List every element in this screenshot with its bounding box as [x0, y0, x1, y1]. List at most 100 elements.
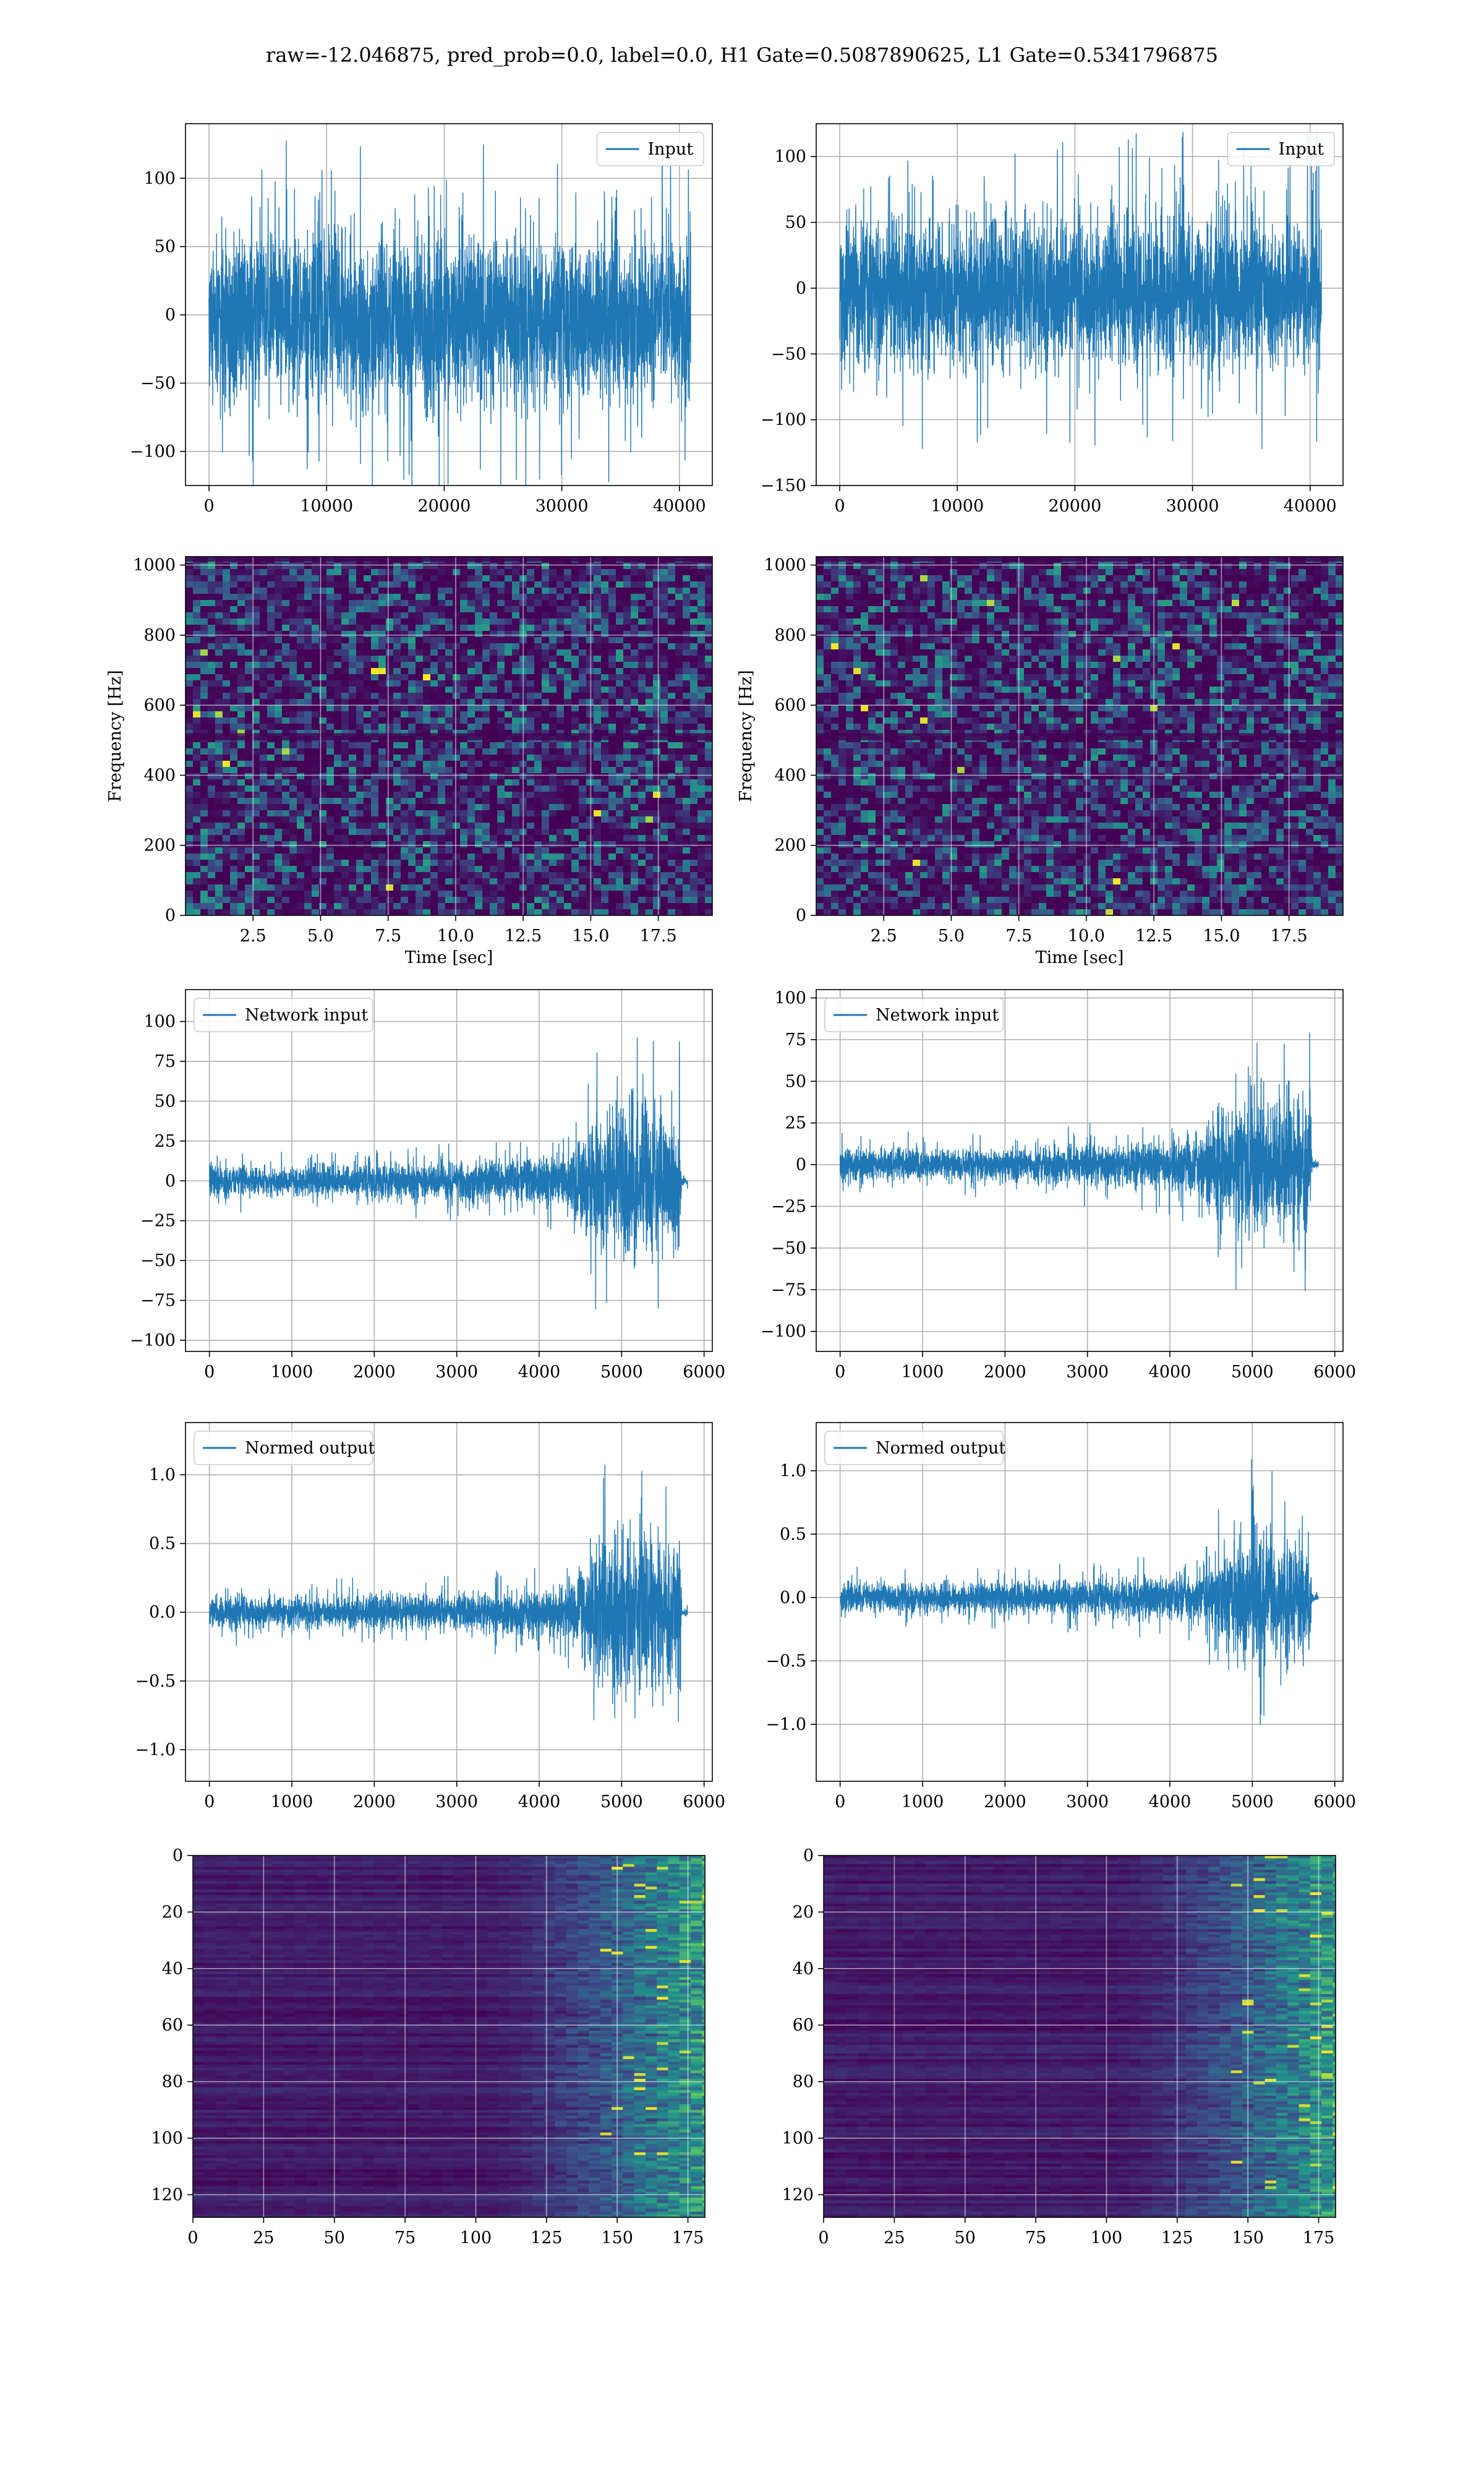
normed-output-l1-ytick-label: −0.5: [765, 1651, 806, 1671]
input-l1-xtick-label: 30000: [1166, 497, 1219, 516]
spectrogram-h1-xtick-label: 15.0: [572, 927, 609, 946]
input-l1-xtick-label: 10000: [931, 497, 984, 516]
network-input-l1-xtick-label: 1000: [902, 1363, 944, 1382]
spectrogram-h1-xtick-label: 7.5: [375, 927, 401, 946]
normed-output-h1-xtick-label: 6000: [683, 1792, 725, 1812]
legend-box: [194, 1431, 373, 1465]
legend-label: Normed output: [876, 1439, 1005, 1458]
spectrogram-h1-ytick-label: 0: [165, 906, 176, 925]
input-h1-xtick-label: 10000: [300, 497, 353, 516]
network-input-h1-xtick-label: 0: [204, 1363, 215, 1382]
network-input-h1-ytick-label: 0: [165, 1171, 176, 1191]
feature-map-h1-ytick-label: 20: [162, 1903, 183, 1922]
normed-output-h1-ytick-label: 1.0: [149, 1465, 176, 1484]
normed-output-h1-legend: Normed output: [194, 1431, 375, 1465]
network-input-h1-ytick-label: −75: [140, 1291, 176, 1311]
normed-output-h1-xtick-label: 4000: [518, 1792, 561, 1812]
input-l1-xtick-label: 40000: [1284, 497, 1337, 516]
normed-output-h1-series: [209, 1465, 688, 1722]
spectrogram-h1-xlabel: Time [sec]: [405, 948, 493, 967]
normed-output-l1-xtick-label: 3000: [1066, 1792, 1109, 1812]
normed-output-h1-xtick-label: 0: [204, 1792, 215, 1812]
normed-output-h1-ytick-label: 0.5: [149, 1534, 176, 1554]
network-input-h1-ytick-label: −50: [140, 1251, 176, 1270]
input-l1-xtick-label: 0: [834, 497, 845, 516]
normed-output-h1-xtick-label: 1000: [271, 1792, 313, 1812]
network-input-h1-axes: 0 1000 2000 3000 4000 5000 6000 −100 −75 −50 −25 0 2…: [130, 989, 725, 1382]
feature-map-h1-xtick-label: 125: [531, 2228, 563, 2248]
input-l1-ytick-label: −50: [771, 345, 806, 364]
feature-map-l1-ytick-label: 80: [793, 2073, 814, 2092]
feature-map-h1-grid: [193, 1856, 705, 2217]
input-l1-ytick-label: 100: [774, 147, 806, 166]
input-h1-frame: [185, 123, 713, 486]
spectrogram-l1-xtick-label: 15.0: [1203, 927, 1240, 946]
normed-output-h1-xtick-label: 5000: [600, 1792, 643, 1812]
normed-output-l1-xtick-label: 2000: [984, 1792, 1026, 1812]
spectrogram-l1-xtick-label: 2.5: [871, 927, 897, 946]
spectrogram-h1-ytick-label: 1000: [133, 556, 176, 575]
spectrogram-h1-xtick-label: 2.5: [240, 927, 267, 946]
legend-label: Normed output: [245, 1439, 375, 1458]
normed-output-l1-axes: 0 1000 2000 3000 4000 5000 6000 −1.0 −0.5 0.0 0.5 1…: [765, 1422, 1356, 1812]
network-input-l1-axes: 0 1000 2000 3000 4000 5000 6000 −100 −75 −50 −25 0 2…: [761, 988, 1356, 1382]
feature-map-h1-axes: 0 25 50 75 100 125 150 175 0 20 40 60 80 100 120: [151, 1846, 706, 2248]
normed-output-l1-ytick-label: 0.5: [780, 1525, 806, 1544]
network-input-l1-frame: [816, 989, 1344, 1352]
network-input-h1-ytick-label: 25: [155, 1132, 176, 1151]
input-h1-xtick-label: 0: [203, 497, 214, 516]
spectrogram-l1-frame: [816, 556, 1344, 916]
feature-map-l1-xtick-label: 50: [955, 2228, 976, 2248]
spectrogram-h1-image: [186, 557, 712, 915]
feature-map-l1-xtick-label: 25: [884, 2228, 905, 2248]
spectrogram-l1-xtick-label: 12.5: [1135, 927, 1172, 946]
input-h1-series: [208, 140, 691, 486]
input-l1-legend: Input: [1227, 132, 1335, 166]
network-input-l1-ytick-label: 75: [785, 1030, 806, 1050]
spectrogram-l1-ytick-label: 200: [774, 836, 806, 855]
spectrogram-l1-xtick-label: 17.5: [1271, 927, 1308, 946]
network-input-h1-xtick-label: 2000: [353, 1363, 396, 1382]
spectrogram-h1-grid: [186, 557, 712, 915]
spectrogram-l1-ytick-label: 800: [774, 626, 806, 645]
legend-label: Input: [648, 140, 694, 159]
feature-map-l1-frame: [823, 1855, 1336, 2218]
input-h1-ytick-label: −100: [130, 442, 176, 461]
network-input-l1-xtick-label: 0: [835, 1363, 845, 1382]
feature-map-h1-ytick-label: 0: [173, 1846, 183, 1865]
feature-map-l1-xtick-label: 125: [1161, 2228, 1193, 2248]
input-h1-ytick-label: 100: [143, 169, 176, 188]
feature-map-h1-xtick-label: 75: [394, 2228, 416, 2248]
input-h1-ytick-label: 0: [165, 306, 176, 325]
input-h1-axes: 0 10000 20000 30000 40000 −100 −50 0 50 100 Input: [130, 123, 713, 516]
feature-map-h1-xtick-label: 25: [253, 2228, 274, 2248]
legend-box: [824, 998, 1004, 1032]
feature-map-h1-frame: [192, 1855, 706, 2218]
feature-map-l1-ytick-label: 100: [782, 2129, 814, 2148]
spectrogram-l1-xlabel: Time [sec]: [1036, 948, 1124, 967]
input-l1-frame: [816, 123, 1344, 486]
network-input-l1-xtick-label: 3000: [1066, 1363, 1109, 1382]
network-input-h1-xtick-label: 6000: [683, 1363, 725, 1382]
input-h1-ytick-label: 50: [155, 238, 176, 257]
network-input-h1-ytick-label: 50: [155, 1092, 176, 1111]
spectrogram-h1-ytick-label: 800: [143, 626, 176, 645]
network-input-l1-ytick-label: −25: [771, 1197, 806, 1216]
input-l1-ytick-label: −100: [761, 411, 806, 430]
normed-output-l1-ytick-label: 0.0: [780, 1588, 806, 1607]
input-l1-ytick-label: 0: [796, 279, 806, 298]
feature-map-h1-xtick-label: 150: [601, 2228, 633, 2248]
feature-map-l1-axes: 0 25 50 75 100 125 150 175 0 20 40 60 80 100 120: [782, 1846, 1336, 2248]
normed-output-h1-ytick-label: 0.0: [149, 1603, 176, 1622]
normed-output-h1-xtick-label: 2000: [353, 1792, 396, 1812]
network-input-h1-xtick-label: 5000: [600, 1363, 643, 1382]
normed-output-l1-xtick-label: 1000: [902, 1792, 944, 1812]
network-input-h1-xtick-label: 1000: [271, 1363, 313, 1382]
feature-map-h1-ytick-label: 80: [162, 2073, 183, 2092]
input-l1-xtick-label: 20000: [1048, 497, 1101, 516]
input-l1-ytick-label: −150: [761, 476, 806, 495]
network-input-h1-xtick-label: 4000: [518, 1363, 561, 1382]
normed-output-l1-series: [840, 1458, 1319, 1725]
feature-map-h1-ytick-label: 100: [151, 2129, 183, 2148]
